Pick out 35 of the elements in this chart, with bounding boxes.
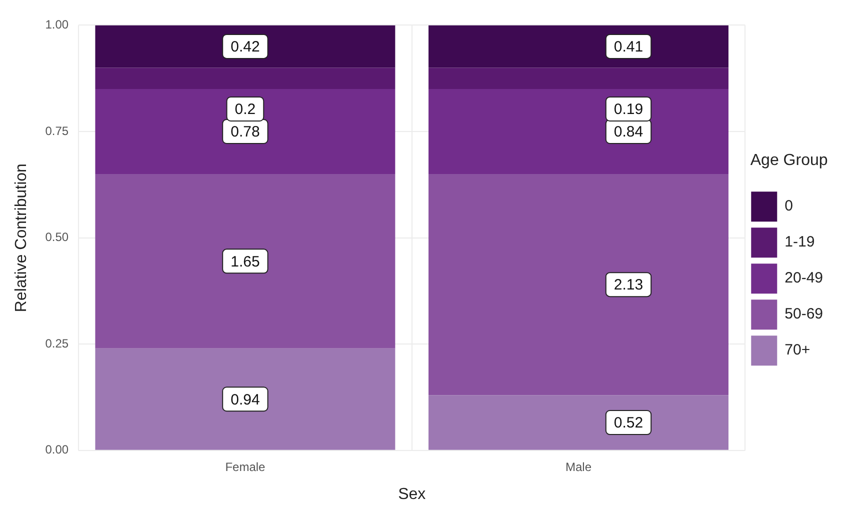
x-tick-label: Male	[565, 460, 592, 474]
annotation: 0.52	[614, 414, 644, 432]
annotation: 2.13	[614, 276, 644, 294]
x-axis-title: Sex	[398, 486, 426, 503]
y-tick-label: 0.25	[45, 336, 69, 350]
bar	[428, 395, 728, 450]
x-tick-label: Female	[225, 460, 266, 474]
bar	[428, 88, 728, 174]
annotation: 0.78	[230, 124, 260, 141]
bar	[95, 68, 396, 89]
bar	[95, 174, 396, 348]
bar	[428, 174, 728, 396]
bar	[428, 25, 728, 68]
y-tick-label: 0.75	[45, 124, 69, 138]
annotation: 0.42	[230, 38, 260, 56]
annotation: 1.65	[230, 253, 260, 270]
legend-label: 20-49	[784, 270, 824, 287]
bar	[95, 348, 396, 450]
annotation: 0.94	[230, 391, 260, 408]
legend-label: 70+	[784, 342, 810, 359]
annotation: 0.2	[234, 101, 256, 118]
legend-label: 1-19	[784, 234, 815, 251]
bar	[95, 25, 396, 68]
y-axis-title: Relative Contribution	[13, 164, 30, 312]
annotation: 0.84	[614, 124, 644, 141]
annotation: 0.41	[614, 38, 644, 56]
annotation: 0.19	[614, 101, 644, 118]
y-tick-label: 0.00	[45, 442, 69, 457]
y-tick-label: 0.50	[45, 230, 69, 244]
legend-label: 50-69	[784, 306, 824, 323]
bar	[428, 68, 728, 89]
legend-label: 0	[784, 198, 793, 215]
legend-title: Age Group	[750, 152, 828, 169]
y-tick-label: 1.00	[45, 18, 69, 32]
bar	[95, 88, 396, 174]
